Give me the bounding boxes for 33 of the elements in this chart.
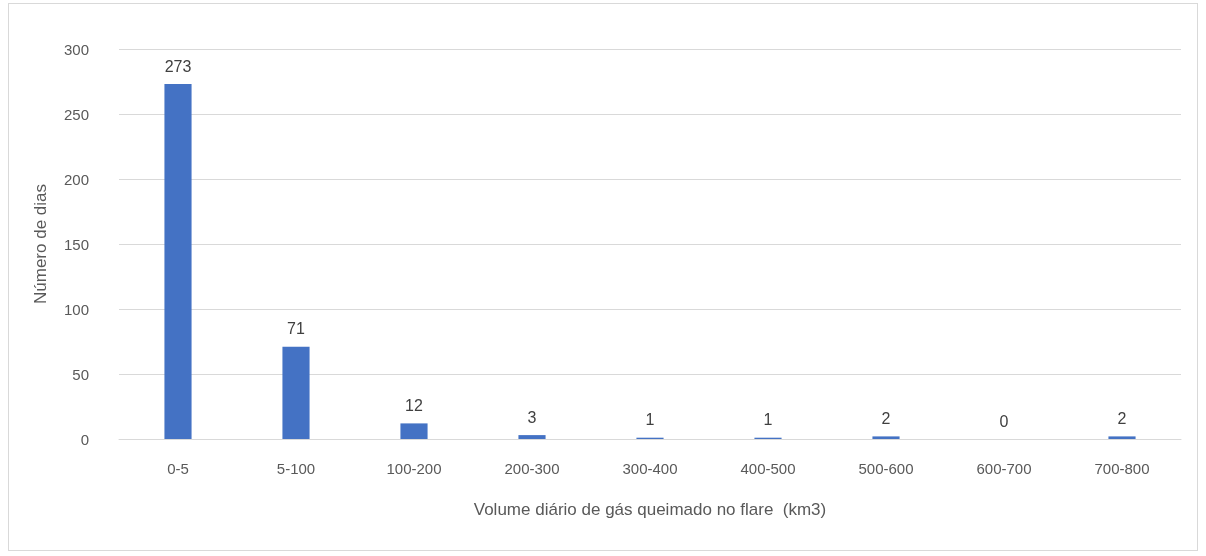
data-label: 2 (1117, 409, 1127, 427)
y-tick-label: 0 (80, 430, 89, 448)
bar (164, 84, 192, 439)
bar (518, 435, 546, 439)
x-tick-label: 5-100 (276, 460, 316, 477)
bar (282, 346, 310, 439)
data-label: 1 (645, 411, 655, 429)
data-label: 2 (881, 409, 891, 427)
y-tick-label: 150 (63, 235, 89, 253)
data-label: 1 (763, 411, 773, 429)
x-tick-label: 600-700 (976, 460, 1032, 477)
bar (872, 436, 900, 439)
y-tick-label: 200 (63, 170, 89, 188)
data-label: 12 (405, 396, 423, 414)
x-tick-label: 500-600 (858, 460, 914, 477)
x-tick-label: 700-800 (1094, 460, 1150, 477)
x-tick-label: 100-200 (386, 460, 442, 477)
y-tick-label: 100 (63, 300, 89, 318)
x-axis-title: Volume diário de gás queimado no flare (km3) (473, 500, 827, 519)
x-tick-label: 200-300 (504, 460, 560, 477)
data-label: 273 (164, 57, 192, 75)
data-label: 3 (527, 408, 537, 426)
y-axis-title: Número de dias (31, 183, 50, 305)
y-tick-label: 300 (63, 40, 89, 58)
x-tick-label: 0-5 (167, 460, 189, 477)
bar (1108, 436, 1136, 439)
y-tick-label: 250 (63, 105, 89, 123)
data-label: 71 (287, 320, 305, 338)
x-tick-label: 300-400 (622, 460, 678, 477)
x-tick-label: 400-500 (740, 460, 796, 477)
y-tick-label: 50 (72, 365, 89, 383)
data-label: 0 (999, 412, 1009, 430)
bar (400, 423, 428, 439)
